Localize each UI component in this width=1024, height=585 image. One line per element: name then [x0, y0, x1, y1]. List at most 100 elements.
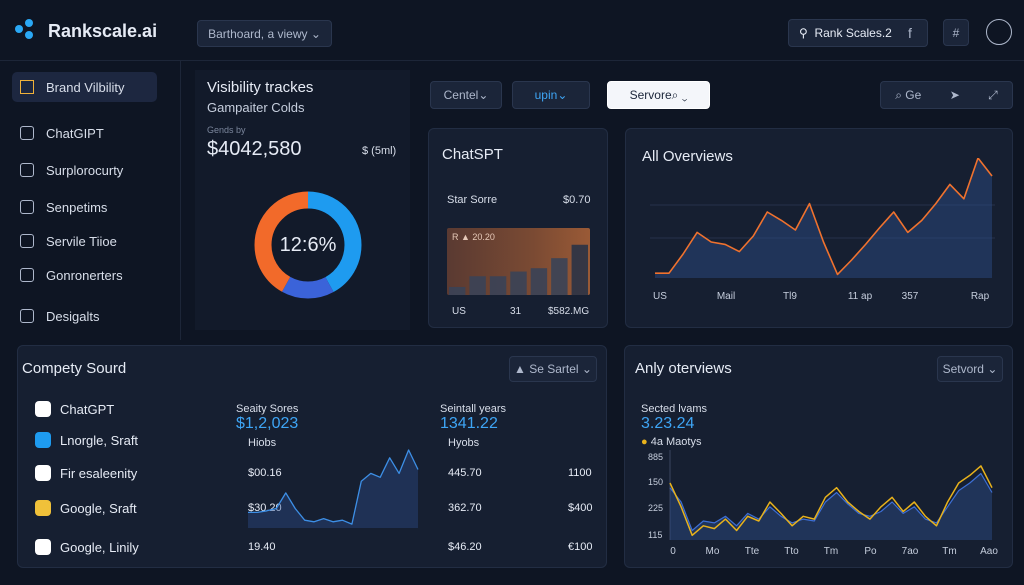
anly-select[interactable]: Setvord ⌄ [937, 356, 1003, 382]
visibility-unit: $ (5ml) [362, 145, 397, 157]
sidebar-item[interactable]: Surplorocurty [12, 155, 157, 185]
donut-segment [254, 191, 362, 299]
filter-label: upin [534, 88, 558, 102]
source-cell: $30.20 [248, 502, 282, 514]
x-tick-label: 11 ap [848, 291, 873, 302]
col1-value: $1,2,023 [236, 415, 299, 432]
source-row[interactable]: ChatGPT [35, 401, 114, 417]
bar-chart [449, 244, 588, 295]
filter-button[interactable]: Centel ⌄ [430, 81, 502, 109]
x-tick-label: 7ao [902, 546, 919, 557]
anly-card [624, 345, 1013, 568]
sidebar-icon [20, 234, 34, 248]
bar [530, 268, 548, 295]
x-tick-label: Po [864, 546, 877, 557]
y-tick-label: 225 [648, 503, 663, 513]
chatspt-metric-value: $0.70 [563, 194, 591, 206]
source-row[interactable]: Lnorgle, Sraft [35, 432, 138, 448]
sidebar-icon [20, 126, 34, 140]
source-name: Fir esaleenity [60, 465, 138, 481]
sidebar-item[interactable]: ChatGIPT [12, 118, 157, 148]
x-tick-label: Tto [784, 546, 799, 557]
view-select[interactable]: Barthoard, a viewy ⌄ [197, 20, 332, 47]
chatspt-badge: R ▲ 20.20 [452, 232, 495, 242]
sidebar-item[interactable]: Senpetims [12, 192, 157, 222]
anly-select-label: Setvord [942, 362, 984, 376]
anly-chart: 885 150 225 115 0 Mo Tte Tto Tm Po 7ao Tm Aao [648, 450, 998, 557]
source-row[interactable]: Google, Linily [35, 539, 139, 555]
action-label: Ge [905, 87, 922, 102]
sources-select[interactable]: ▲ Se Sartel ⌄ [509, 356, 597, 382]
bar [510, 271, 527, 295]
sidebar-icon [20, 309, 34, 323]
action-button[interactable]: ⌕ Ge [895, 87, 922, 102]
area [670, 473, 992, 540]
source-cell: $00.16 [248, 467, 282, 479]
sidebar-icon [20, 163, 34, 177]
line [248, 449, 419, 525]
anly-legend-label: 4a Maotys [650, 436, 702, 448]
source-cell: $400 [568, 502, 593, 514]
filter-button[interactable]: Servore ⌕ ⌄ [607, 81, 710, 109]
area [655, 158, 992, 278]
sources-title: Compety Sourd [22, 360, 127, 377]
source-logo [35, 500, 51, 516]
bar [571, 244, 588, 295]
sidebar-icon [20, 80, 34, 94]
sidebar-item[interactable]: Desigalts [12, 301, 157, 331]
x-tick-label: Tm [942, 546, 956, 557]
x-tick-label: Tte [745, 546, 760, 557]
visibility-caption: Gends by [207, 125, 246, 135]
filter-button[interactable]: upin ⌄ [512, 81, 590, 109]
sources-card [17, 345, 607, 568]
search-text: Rank Scales.2 [814, 26, 892, 40]
search[interactable]: ⚲ Rank Scales.2 [788, 19, 928, 47]
bar [469, 276, 486, 295]
col2-sub: Hyobs [448, 437, 480, 449]
source-name: Google, Linily [60, 539, 139, 555]
link-button[interactable]: ⤢ [988, 87, 998, 102]
send-button[interactable]: ➤ [949, 88, 960, 102]
anly-title: Anly oterviews [635, 360, 732, 377]
source-logo [35, 432, 51, 448]
grid-button[interactable]: # [943, 19, 969, 46]
profile-button[interactable] [986, 19, 1012, 45]
source-row[interactable]: Fir esaleenity [35, 465, 137, 481]
col2-value: 1341.22 [440, 415, 498, 432]
y-tick-label: 150 [648, 477, 663, 487]
topbar [0, 0, 1024, 61]
y-tick-label: 885 [648, 452, 663, 462]
logo: Rankscale.ai [48, 21, 158, 41]
anly-caption: Sected lvams [641, 403, 708, 415]
line [669, 465, 993, 537]
x-tick-label: Mo [706, 546, 720, 557]
visibility-title: Visibility trackes [207, 79, 314, 96]
visibility-subtitle: Gampaiter Colds [207, 100, 305, 115]
sparkline-chart [248, 449, 419, 528]
bar [551, 258, 568, 295]
sidebar-divider [180, 60, 181, 340]
anly-legend: ● 4a Maotys [641, 436, 702, 448]
source-row[interactable]: Google, Sraft [35, 500, 137, 516]
source-cell: €100 [568, 541, 593, 553]
source-name: ChatGPT [60, 401, 115, 417]
source-logo [35, 465, 51, 481]
sidebar-icon [20, 268, 34, 282]
source-name: Lnorgle, Sraft [60, 432, 139, 448]
y-tick-label: 115 [648, 530, 662, 540]
sidebar-item[interactable]: Servile Tiioe [12, 226, 157, 256]
source-logo [35, 401, 51, 417]
filter-label: Centel [443, 88, 479, 102]
x-tick-label: Rap [971, 291, 990, 302]
chatspt-metric-label: Star Sorre [447, 194, 498, 206]
sidebar-item[interactable]: Gonronerters [12, 260, 157, 290]
x-tick-label: Aao [980, 546, 998, 557]
bar [449, 286, 466, 295]
x-tick-label: 357 [902, 291, 919, 302]
filter-label: Servore [629, 88, 672, 102]
donut-segment [254, 191, 362, 299]
source-cell: $46.20 [448, 541, 482, 553]
overview-chart: US Mail Tl9 11 ap 357 Rap [650, 158, 995, 302]
sidebar-item[interactable]: Brand Vilbility [12, 72, 157, 102]
